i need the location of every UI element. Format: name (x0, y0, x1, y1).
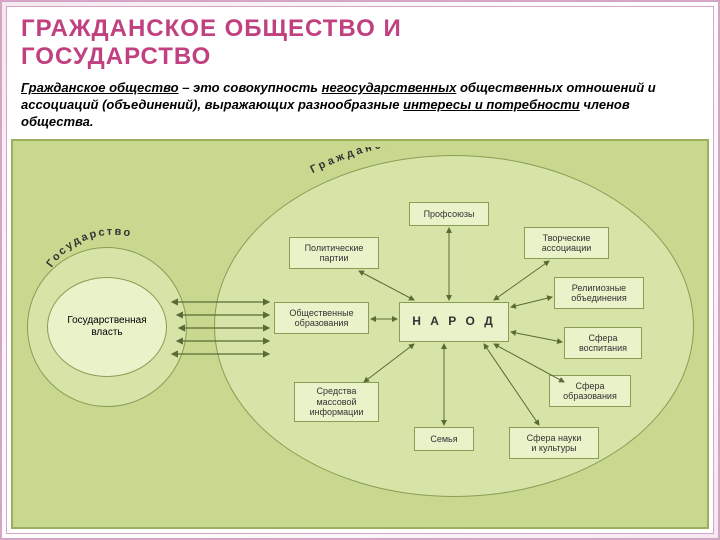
node-center: Н А Р О Д (399, 302, 509, 342)
node-media: Средства массовой информации (294, 382, 379, 422)
diagram: Государственная власть Государство Гражд… (11, 139, 709, 529)
node-religious: Религиозные объединения (554, 277, 644, 309)
title: ГРАЖДАНСКОЕ ОБЩЕСТВО И ГОСУДАРСТВО (7, 7, 713, 76)
node-public-edu: Общественные образования (274, 302, 369, 334)
node-family: Семья (414, 427, 474, 451)
title-line1: ГРАЖДАНСКОЕ ОБЩЕСТВО И (21, 15, 699, 43)
node-parties: Политические партии (289, 237, 379, 269)
state-ellipse-inner: Государственная власть (47, 277, 167, 377)
slide: ГРАЖДАНСКОЕ ОБЩЕСТВО И ГОСУДАРСТВО Гражд… (6, 6, 714, 534)
def-u2: интересы и потребности (403, 97, 580, 112)
title-line2: ГОСУДАРСТВО (21, 43, 699, 71)
node-unions: Профсоюзы (409, 202, 489, 226)
outer-frame: ГРАЖДАНСКОЕ ОБЩЕСТВО И ГОСУДАРСТВО Гражд… (0, 0, 720, 540)
node-creative: Творческие ассоциации (524, 227, 609, 259)
diagram-inner: Государственная власть Государство Гражд… (19, 147, 701, 521)
def-term: Гражданское общество (21, 80, 179, 95)
state-center-label: Государственная власть (67, 315, 146, 339)
def-u1: негосударственных (322, 80, 457, 95)
node-upbringing: Сфера воспитания (564, 327, 642, 359)
def-dash: – это совокупность (179, 80, 322, 95)
node-edu-sphere: Сфера образования (549, 375, 631, 407)
definition-text: Гражданское общество – это совокупность … (7, 76, 713, 139)
node-science: Сфера науки и культуры (509, 427, 599, 459)
